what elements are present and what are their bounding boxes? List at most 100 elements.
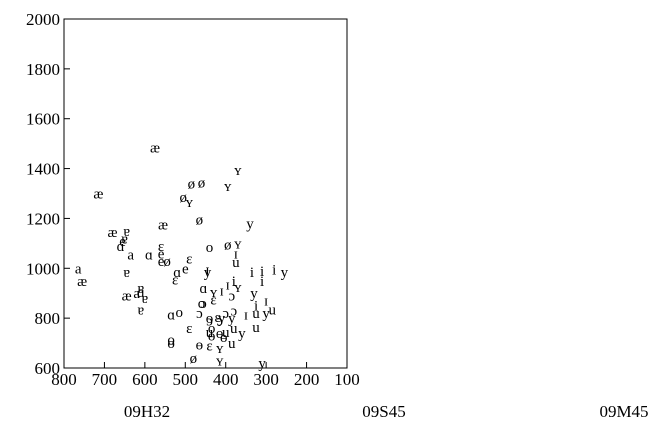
data-point: ʏ: [216, 341, 224, 357]
y-tick-label: 1400: [26, 160, 60, 179]
data-point: u: [228, 336, 236, 352]
data-point: ɔ: [196, 306, 203, 322]
y-tick-label: 1600: [26, 110, 60, 129]
data-point: ʏ: [210, 285, 218, 301]
data-point: ɔ: [222, 306, 229, 322]
data-point: u: [230, 321, 238, 337]
data-point: u: [206, 325, 214, 341]
data-point: ɵ: [196, 337, 204, 353]
x-tick-label: 800: [51, 370, 77, 389]
data-point: y: [258, 356, 266, 372]
data-point: e: [119, 234, 126, 250]
data-point: ɛ: [172, 273, 178, 289]
data-point: a: [127, 248, 134, 264]
data-point: ø: [163, 254, 171, 270]
panel-title: 09H32: [124, 402, 170, 421]
data-point: y: [250, 286, 258, 302]
data-point: ɔ: [206, 314, 213, 330]
y-tick-label: 1200: [26, 209, 60, 228]
data-point: ɐ: [137, 302, 144, 318]
data-point: a: [133, 286, 140, 302]
plot-border: [63, 18, 348, 369]
x-tick-label: 500: [173, 370, 199, 389]
data-point: e: [158, 254, 165, 270]
data-point: ɪ: [244, 307, 248, 323]
data-point: o: [206, 311, 214, 327]
x-axis-ticks: 800 700 600 500 400 300 200 100: [51, 362, 360, 389]
panel-titles: 09H32 09S45 09M45: [124, 402, 649, 421]
data-point: ɐ: [142, 291, 149, 307]
data-point: æ: [122, 289, 132, 305]
x-tick-label: 700: [92, 370, 118, 389]
y-tick-label: 1800: [26, 60, 60, 79]
x-tick-label: 300: [253, 370, 279, 389]
data-point: e: [182, 261, 189, 277]
data-point: ʏ: [216, 354, 224, 370]
data-point: y: [238, 326, 246, 342]
data-point: ɪ: [226, 277, 230, 293]
data-point: a: [75, 261, 82, 277]
data-point: y: [228, 311, 236, 327]
data-point: ɔ: [200, 296, 207, 312]
data-point: ɑ: [173, 265, 181, 281]
y-tick-label: 2000: [26, 10, 60, 29]
data-point: ɔ: [216, 314, 223, 330]
data-point: ɑ: [200, 281, 208, 297]
panel-title: 09S45: [362, 402, 405, 421]
data-point: i: [260, 264, 264, 280]
data-point: ø: [188, 177, 196, 193]
data-point: æ: [150, 140, 160, 156]
data-point: ɵ: [216, 326, 224, 342]
data-point: ɪ: [234, 246, 238, 262]
data-point: ɪ: [264, 294, 268, 310]
data-point: u: [268, 302, 276, 318]
data-point: ø: [198, 175, 206, 191]
data-point: y: [281, 265, 289, 281]
data-point: u: [252, 320, 260, 336]
panel-title: 09M45: [599, 402, 648, 421]
data-point: ʏ: [234, 280, 242, 296]
data-point: ɵ: [220, 330, 228, 346]
data-point: ø: [180, 190, 188, 206]
data-point: o: [198, 296, 206, 312]
data-point: æ: [158, 218, 168, 234]
data-point: æ: [77, 274, 87, 290]
data-point: y: [204, 265, 212, 281]
data-point: o: [167, 332, 175, 348]
y-tick-label: 1000: [26, 259, 60, 278]
x-tick-label: 600: [132, 370, 158, 389]
data-point: ɑ: [145, 248, 153, 264]
data-point: ɐ: [137, 281, 144, 297]
data-point: o: [175, 305, 183, 321]
data-point: y: [246, 216, 254, 232]
data-point: ø: [190, 351, 198, 367]
x-tick-label: 400: [213, 370, 239, 389]
data-point: ɛ: [186, 251, 192, 267]
data-point: ɪ: [220, 284, 224, 300]
data-point: ɐ: [121, 231, 128, 247]
data-point: i: [254, 299, 258, 315]
data-point: ʏ: [234, 163, 242, 179]
data-point: o: [206, 240, 214, 256]
x-tick-label: 200: [294, 370, 320, 389]
data-point: ʏ: [186, 195, 194, 211]
data-point: ɔ: [228, 289, 235, 305]
data-point: ʏ: [224, 179, 232, 195]
y-axis-ticks: 600 800 1000 1200 1400 1600 1800 2000: [26, 10, 70, 378]
data-point: ɔ: [230, 304, 237, 320]
data-point: o: [208, 321, 216, 337]
data-point: ʏ: [234, 236, 242, 252]
data-point: i: [260, 274, 264, 290]
data-point: u: [232, 255, 240, 271]
data-point: ɵ: [167, 336, 175, 352]
plot-frame: [63, 18, 348, 369]
data-point: ɛ: [214, 310, 220, 326]
y-tick-label: 800: [35, 309, 61, 328]
data-point: e: [158, 246, 165, 262]
x-tick-label: 100: [334, 370, 360, 389]
data-point: u: [252, 306, 260, 322]
data-point: ɵ: [208, 329, 216, 345]
data-point: i: [250, 265, 254, 281]
data-point: ɛ: [206, 339, 212, 355]
data-point: ø: [224, 238, 232, 254]
